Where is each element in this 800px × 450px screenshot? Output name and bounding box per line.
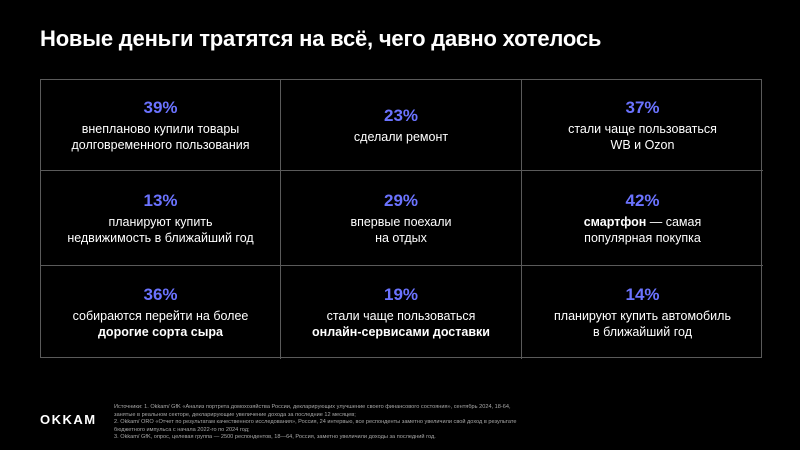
stat-line: стали чаще пользоваться — [326, 309, 476, 323]
okkam-logo: OKKAM — [40, 412, 97, 427]
stat-line: впервые поехали — [350, 214, 452, 229]
stat-line: смартфон — самая — [584, 214, 702, 230]
stat-percent: 36% — [143, 285, 178, 304]
stat-cell-real-estate: 13% планируют купить недвижимость в ближ… — [41, 171, 281, 266]
stat-line: стали чаще пользоваться — [568, 121, 717, 136]
stat-line: недвижимость в ближайший год — [67, 230, 254, 245]
stat-percent: 23% — [383, 105, 419, 125]
stat-cell-marketplaces: 37% стали чаще пользоваться WB и Ozon — [522, 80, 763, 171]
stat-percent: 14% — [625, 285, 660, 304]
stat-percent: 13% — [143, 190, 178, 210]
stat-percent: 39% — [143, 97, 178, 117]
stat-line: WB и Ozon — [610, 137, 675, 152]
stat-line: собираются перейти на более — [72, 309, 249, 323]
stat-line: внепланово купили товары — [81, 121, 240, 136]
stats-grid: 39% внепланово купили товары долговремен… — [40, 79, 763, 359]
stat-percent: 19% — [383, 285, 419, 304]
stat-cell-smartphone: 42% смартфон — самая популярная покупка — [522, 171, 763, 266]
stat-percent: 42% — [625, 190, 660, 210]
stat-cell-durable-goods: 39% внепланово купили товары долговремен… — [41, 80, 281, 171]
source-line: 3. Okkam/ GfK, опрос, целевая группа — 2… — [114, 434, 436, 441]
stat-percent: 29% — [383, 190, 419, 210]
stat-line: долговременного пользования — [71, 137, 250, 152]
stat-cell-car: 14% планируют купить автомобиль в ближай… — [522, 266, 763, 359]
stat-description: внепланово купили товары долговременного… — [72, 121, 250, 153]
stat-line-rest: — самая — [646, 214, 702, 229]
stat-description: планируют купить автомобиль в ближайший … — [554, 308, 731, 340]
stat-cell-vacation: 29% впервые поехали на отдых — [281, 171, 522, 266]
stat-line: популярная покупка — [584, 230, 701, 245]
stat-description: сделали ремонт — [354, 129, 448, 145]
stat-cell-delivery: 19% стали чаще пользоваться онлайн-серви… — [281, 266, 522, 359]
stat-description: стали чаще пользоваться онлайн-сервисами… — [312, 308, 490, 340]
stat-bold-word: смартфон — [583, 214, 647, 229]
stat-line: на отдых — [375, 230, 427, 245]
source-line: 2. Okkam/ ОRО «Отчет по результатам каче… — [114, 419, 517, 426]
stat-line: онлайн-сервисами доставки — [312, 325, 490, 339]
stat-description: стали чаще пользоваться WB и Ozon — [568, 121, 717, 153]
stat-description: смартфон — самая популярная покупка — [584, 214, 702, 246]
stat-line: сделали ремонт — [353, 129, 449, 144]
stat-line: планируют купить автомобиль — [554, 309, 731, 323]
stat-line: в ближайший год — [592, 325, 692, 339]
slide-title: Новые деньги тратятся на всё, чего давно… — [40, 26, 602, 51]
source-line: занятые в реальном секторе, декларирующи… — [114, 411, 356, 418]
stat-percent: 37% — [625, 97, 660, 117]
source-line: бюджетного импульса с начала 2022-го по … — [114, 426, 250, 433]
stat-cell-cheese: 36% собираются перейти на более дорогие … — [41, 266, 281, 359]
stat-line: планируют купить — [108, 214, 213, 229]
stat-description: собираются перейти на более дорогие сорт… — [73, 308, 249, 340]
source-line: Источники: 1. Okkam/ GfK «Анализ портрет… — [114, 404, 511, 410]
stat-cell-renovation: 23% сделали ремонт — [281, 80, 522, 171]
stat-line: дорогие сорта сыра — [98, 325, 223, 339]
stat-description: впервые поехали на отдых — [350, 214, 451, 246]
stat-description: планируют купить недвижимость в ближайши… — [67, 214, 253, 246]
sources-footnote: Источники: 1. Okkam/ GfK «Анализ портрет… — [114, 404, 634, 442]
